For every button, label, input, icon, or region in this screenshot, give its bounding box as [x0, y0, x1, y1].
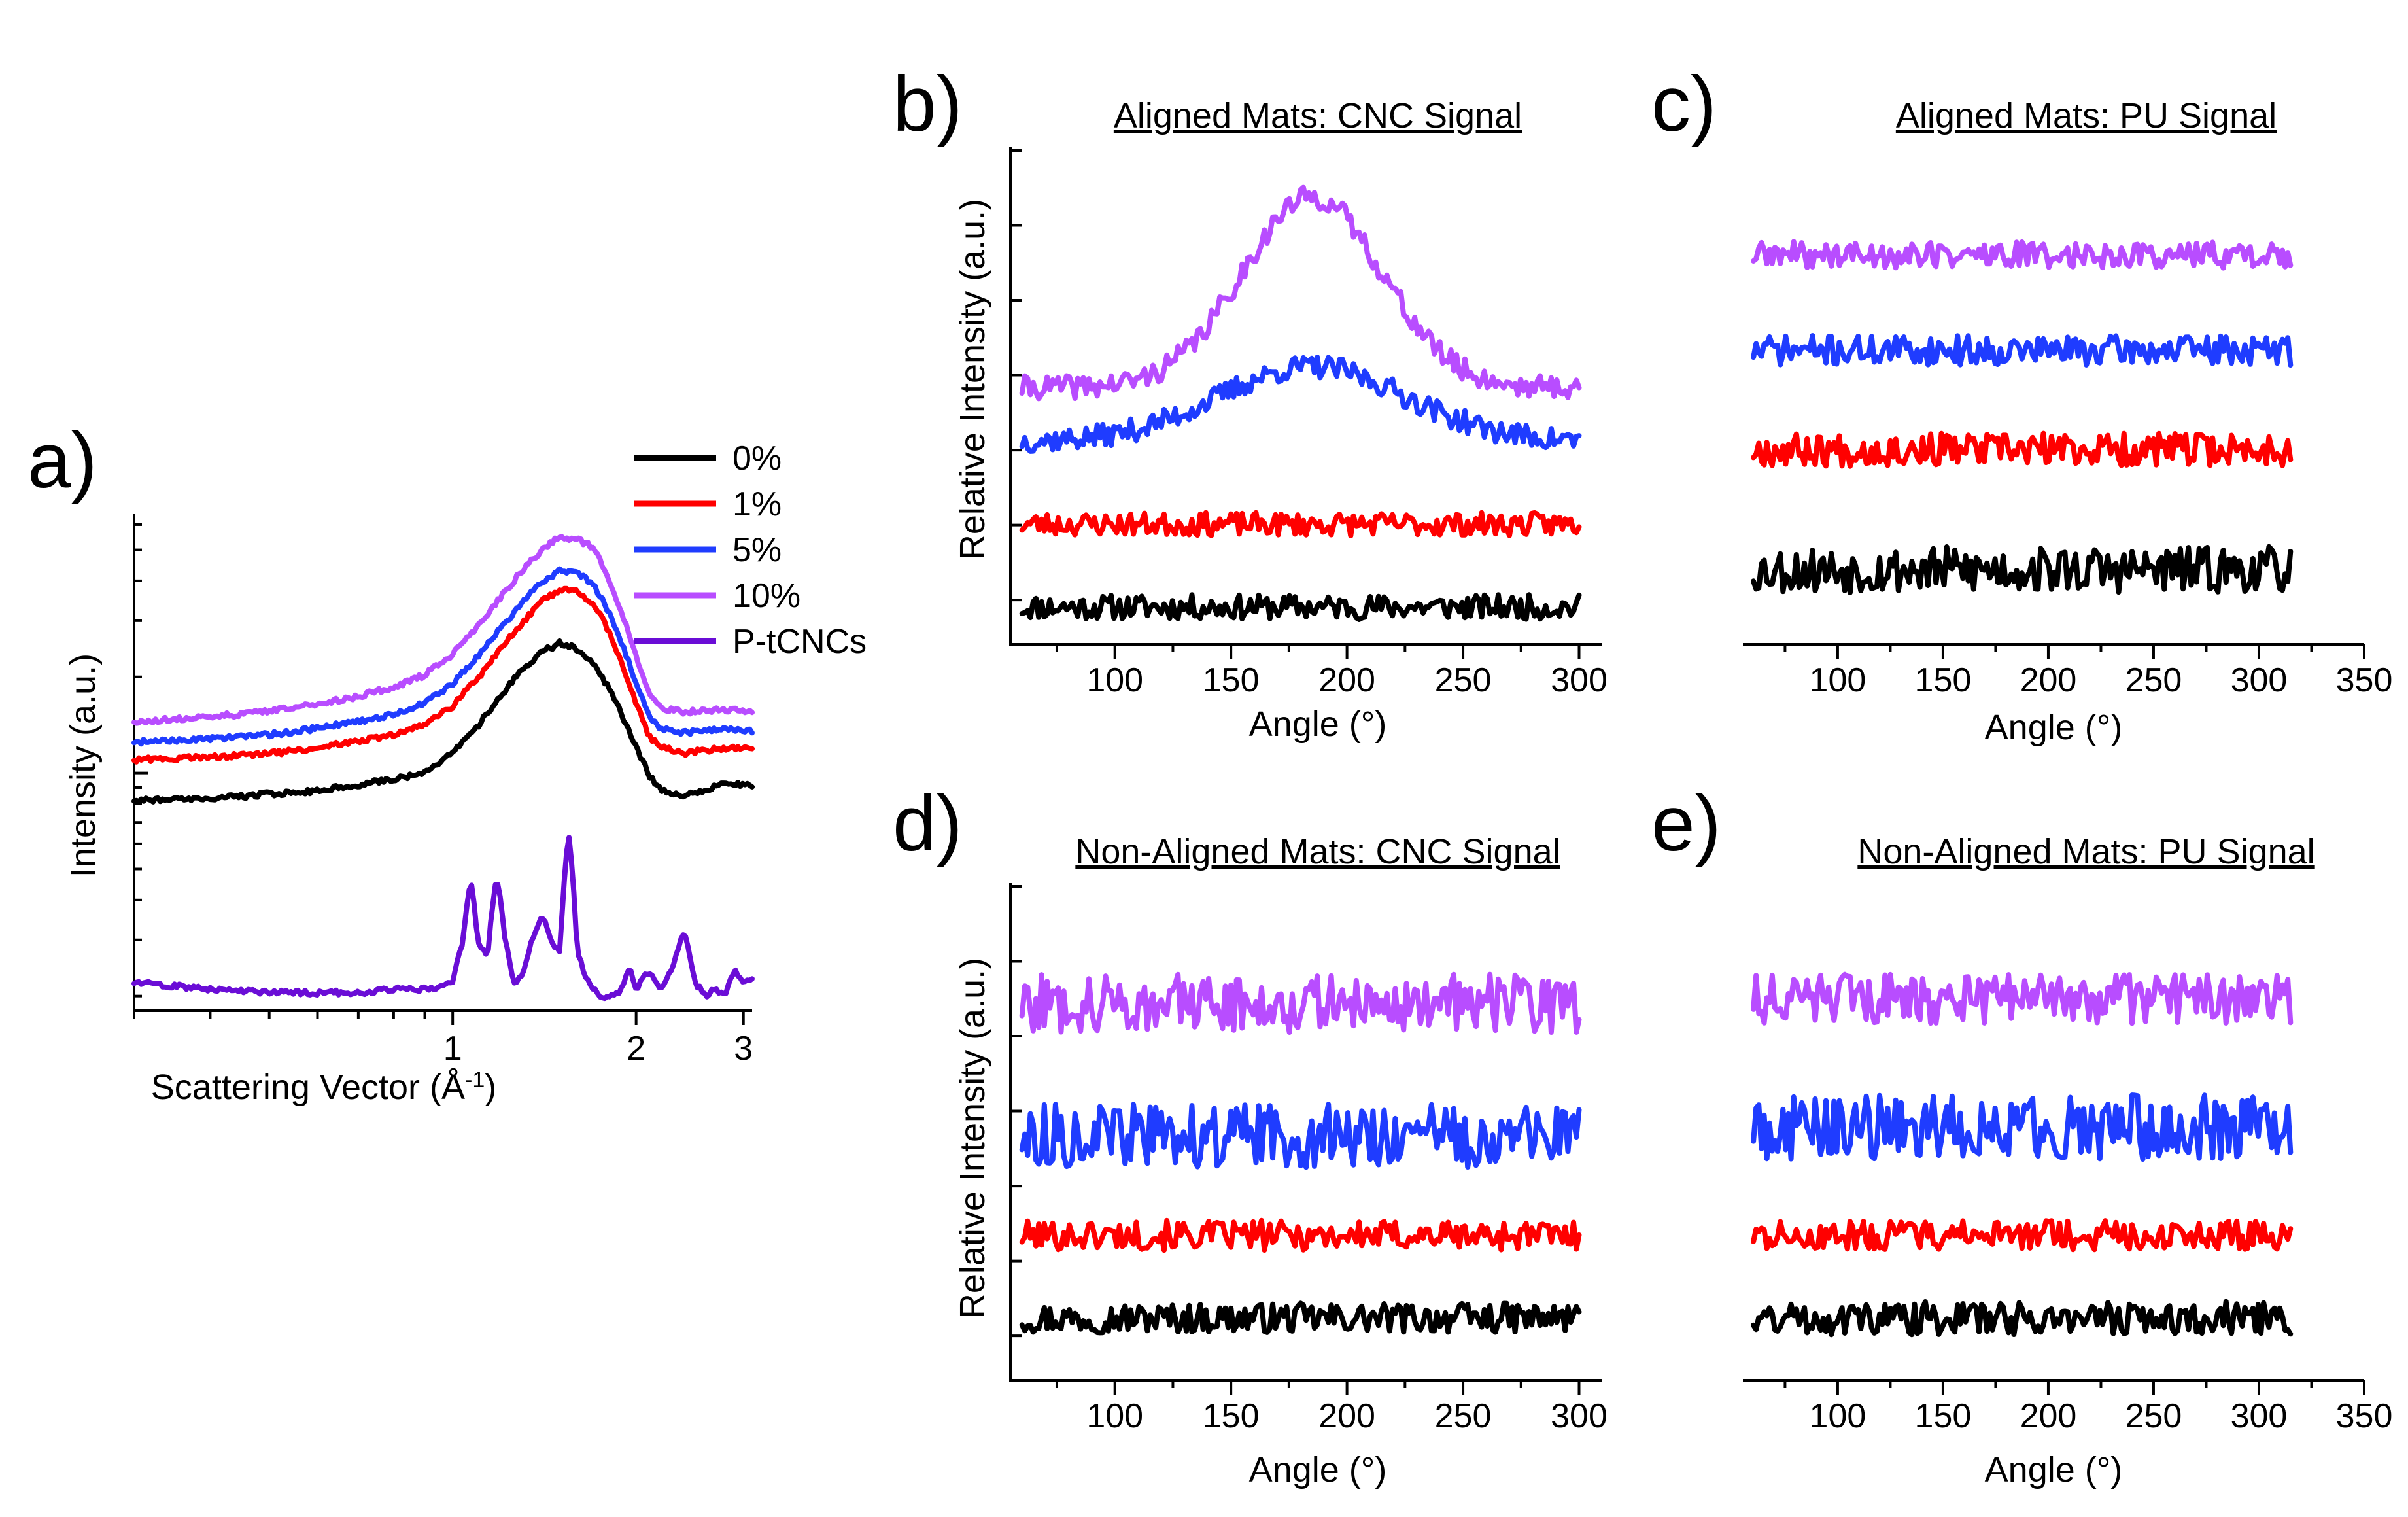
- panel-e-xtick-label: 300: [2231, 1397, 2288, 1435]
- panel-c-xtick-label: 350: [2336, 661, 2393, 699]
- panel-e-xtick-label: 100: [1810, 1397, 1866, 1435]
- panel-e-series-10%: [1751, 971, 2294, 1026]
- panel-a-series-5%: [131, 566, 755, 747]
- panel-b-series-10%: [1019, 184, 1582, 402]
- panel-e-series-0%: [1751, 1299, 2294, 1338]
- panel-d-xtick-label: 200: [1318, 1397, 1375, 1435]
- panel-a-letter: a): [27, 417, 97, 504]
- panel-a-series-0%: [131, 638, 755, 805]
- panel-d-ylabel: Relative Intensity (a.u.): [953, 958, 992, 1319]
- panel-b-letter: b): [893, 60, 963, 148]
- panel-c-xtick-label: 250: [2125, 661, 2182, 699]
- panel-b: b) Aligned Mats: CNC Signal 100 150 200 250…: [893, 60, 1608, 744]
- panel-d: d) Non-Aligned Mats: CNC Signal 100 150 20…: [893, 780, 1608, 1490]
- panel-a-series: [131, 534, 755, 1002]
- panel-d-xlabel: Angle (°): [1249, 1450, 1387, 1490]
- panel-b-series-1%: [1019, 510, 1582, 538]
- panel-a-series-P-tCNCs: [131, 835, 755, 1002]
- panel-e-xlabel: Angle (°): [1985, 1450, 2123, 1490]
- panel-d-axes: 100 150 200 250 300: [1009, 883, 1608, 1435]
- panel-a-series-1%: [131, 585, 755, 765]
- legend-label-5%: 5%: [732, 531, 782, 569]
- panel-e-xtick-label: 350: [2336, 1397, 2393, 1435]
- panel-c-series-5%: [1751, 333, 2294, 368]
- panel-a-legend: 0% 1% 5% 10% P-tCNCs: [634, 440, 867, 661]
- panel-b-xtick-label: 300: [1551, 661, 1608, 699]
- panel-c-series-10%: [1751, 239, 2294, 271]
- panel-d-xtick-label: 100: [1086, 1397, 1143, 1435]
- panel-b-xtick-label: 150: [1203, 661, 1260, 699]
- panel-d-series-0%: [1019, 1300, 1582, 1336]
- panel-e: e) Non-Aligned Mats: PU Signal 100 150 200…: [1651, 780, 2392, 1490]
- legend-label-10%: 10%: [732, 577, 800, 615]
- panel-d-xtick-label: 150: [1203, 1397, 1260, 1435]
- legend-label-1%: 1%: [732, 485, 782, 523]
- panel-c-axes: 100 150 200 250 300 350: [1743, 643, 2393, 699]
- panel-e-axes: 100 150 200 250 300 350: [1743, 1379, 2393, 1435]
- panel-c-series: [1751, 239, 2294, 595]
- panel-b-xlabel: Angle (°): [1249, 705, 1387, 744]
- panel-e-xtick-label: 200: [2020, 1397, 2077, 1435]
- panel-d-series-5%: [1019, 1102, 1582, 1170]
- panel-e-letter: e): [1651, 780, 1721, 867]
- panel-e-series-5%: [1751, 1092, 2294, 1162]
- panel-c-xtick-label: 200: [2020, 661, 2077, 699]
- panel-c-letter: c): [1651, 60, 1717, 148]
- panel-b-ylabel: Relative Intensity (a.u.): [953, 199, 992, 560]
- panel-b-title: Aligned Mats: CNC Signal: [1114, 96, 1522, 135]
- legend-label-P-tCNCs: P-tCNCs: [732, 623, 867, 661]
- panel-d-xtick-label: 250: [1435, 1397, 1492, 1435]
- panel-d-xtick-label: 300: [1551, 1397, 1608, 1435]
- panel-e-xtick-label: 150: [1915, 1397, 1972, 1435]
- panel-d-series-1%: [1019, 1217, 1582, 1253]
- panel-e-series-1%: [1751, 1218, 2294, 1253]
- panel-a-series-10%: [131, 534, 755, 726]
- panel-b-series-5%: [1019, 355, 1582, 454]
- panel-c-xtick-label: 150: [1915, 661, 1972, 699]
- panel-e-xtick-label: 250: [2125, 1397, 2182, 1435]
- panel-b-xtick-label: 100: [1086, 661, 1143, 699]
- panel-c-series-1%: [1751, 430, 2294, 469]
- panel-a-xtick-label: 2: [627, 1030, 645, 1068]
- legend-label-0%: 0%: [732, 440, 782, 478]
- panel-c-xlabel: Angle (°): [1985, 708, 2123, 747]
- panel-b-xtick-label: 200: [1318, 661, 1375, 699]
- panel-a: a) 1 2 3 Scattering Vector (Å-1) Intensity…: [27, 417, 867, 1107]
- panel-c: c) Aligned Mats: PU Signal 100 150 200 250 3…: [1651, 60, 2392, 747]
- panel-c-title: Aligned Mats: PU Signal: [1896, 96, 2277, 135]
- panel-b-axes: 100 150 200 250 300: [1009, 147, 1608, 699]
- panel-a-axes: 1 2 3: [133, 514, 753, 1068]
- panel-a-xtick-label: 3: [734, 1030, 753, 1068]
- panel-d-title: Non-Aligned Mats: CNC Signal: [1075, 832, 1560, 871]
- panel-d-series: [1019, 971, 1582, 1336]
- panel-b-series-0%: [1019, 592, 1582, 622]
- panel-d-letter: d): [893, 780, 963, 867]
- panel-d-series-10%: [1019, 971, 1582, 1035]
- panel-e-title: Non-Aligned Mats: PU Signal: [1857, 832, 2314, 871]
- panel-a-ylabel: Intensity (a.u.): [63, 654, 103, 877]
- panel-a-xlabel: Scattering Vector (Å-1): [151, 1068, 496, 1107]
- panel-c-xtick-label: 300: [2231, 661, 2288, 699]
- panel-e-series: [1751, 971, 2294, 1338]
- panel-c-xtick-label: 100: [1810, 661, 1866, 699]
- panel-b-xtick-label: 250: [1435, 661, 1492, 699]
- panel-b-series: [1019, 184, 1582, 622]
- panel-a-xtick-label: 1: [443, 1030, 462, 1068]
- panel-c-series-0%: [1751, 544, 2294, 595]
